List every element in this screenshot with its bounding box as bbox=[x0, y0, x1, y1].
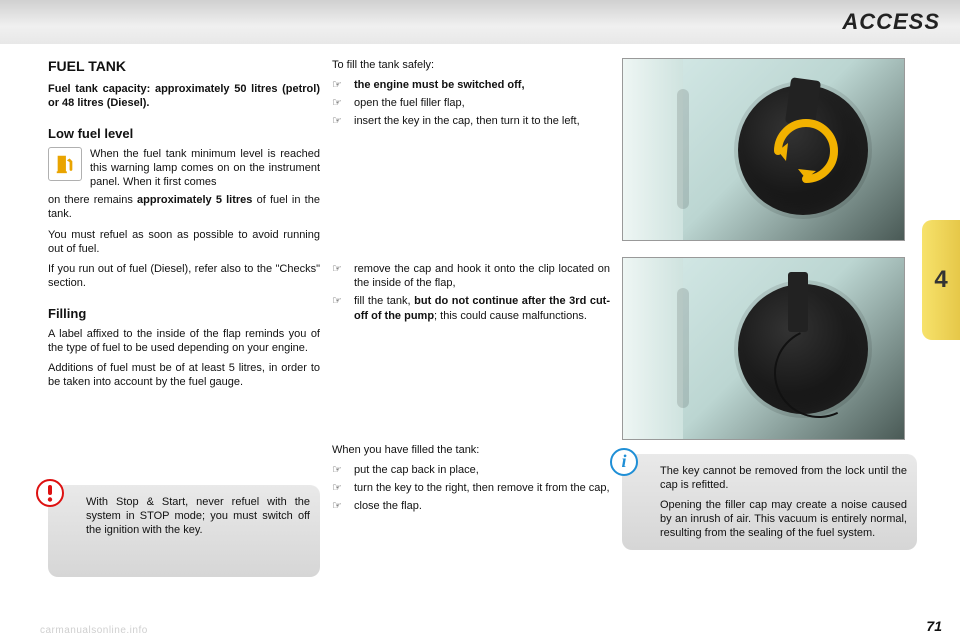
step-remove-cap-text: remove the cap and hook it onto the clip… bbox=[354, 262, 610, 290]
photo-flap bbox=[623, 59, 683, 241]
info-text-2: Opening the filler cap may create a nois… bbox=[660, 498, 907, 540]
page-number: 71 bbox=[926, 618, 942, 634]
photo-flap bbox=[623, 258, 683, 440]
info-text-1: The key cannot be removed from the lock … bbox=[660, 464, 907, 492]
pointer-icon: ☞ bbox=[332, 294, 344, 322]
pointer-icon: ☞ bbox=[332, 96, 344, 110]
low-fuel-text-4: If you run out of fuel (Diesel), refer a… bbox=[48, 262, 320, 290]
low-fuel-text-2: on there remains approximately 5 litres … bbox=[48, 193, 320, 221]
watermark: carmanualsonline.info bbox=[40, 625, 148, 636]
page-root: ACCESS 4 FUEL TANK Fuel tank capacity: a… bbox=[0, 0, 960, 640]
step-remove-cap: ☞ remove the cap and hook it onto the cl… bbox=[332, 262, 610, 290]
step-cap-back-text: put the cap back in place, bbox=[354, 463, 610, 477]
section-heading-fuel-tank: FUEL TANK bbox=[48, 58, 320, 74]
step-cap-back: ☞ put the cap back in place, bbox=[332, 463, 610, 477]
step-fill-c: ; this could cause malfunctions. bbox=[434, 310, 587, 322]
photo-cap-hook bbox=[622, 257, 905, 440]
fill-intro: To fill the tank safely: bbox=[332, 58, 610, 72]
info-box-wrap: i The key cannot be removed from the loc… bbox=[622, 454, 917, 550]
pointer-icon: ☞ bbox=[332, 78, 344, 92]
header-title: ACCESS bbox=[842, 9, 940, 35]
low-fuel-icon-row: When the fuel tank minimum level is reac… bbox=[48, 147, 320, 189]
step-fill-a: fill the tank, bbox=[354, 295, 414, 307]
warning-text: With Stop & Start, never refuel with the… bbox=[86, 496, 310, 536]
fill-steps-top: ☞ the engine must be switched off, ☞ ope… bbox=[332, 78, 610, 128]
subheading-low-fuel: Low fuel level bbox=[48, 126, 320, 141]
low-fuel-text-2a: on there remains bbox=[48, 194, 137, 206]
low-fuel-text-1: When the fuel tank minimum level is reac… bbox=[90, 147, 320, 189]
fuel-capacity-text: Fuel tank capacity: approximately 50 lit… bbox=[48, 82, 320, 110]
step-turn-key: ☞ turn the key to the right, then remove… bbox=[332, 481, 610, 495]
step-engine-off-text: the engine must be switched off, bbox=[354, 78, 610, 92]
step-open-flap-text: open the fuel filler flap, bbox=[354, 96, 610, 110]
step-engine-off: ☞ the engine must be switched off, bbox=[332, 78, 610, 92]
fill-steps-mid: ☞ remove the cap and hook it onto the cl… bbox=[332, 262, 610, 322]
warning-box: With Stop & Start, never refuel with the… bbox=[48, 485, 320, 577]
step-turn-key-text: turn the key to the right, then remove i… bbox=[354, 481, 610, 495]
subheading-filling: Filling bbox=[48, 306, 320, 321]
low-fuel-text-3: You must refuel as soon as possible to a… bbox=[48, 228, 320, 256]
header-bar: ACCESS bbox=[0, 0, 960, 44]
photo-cap-turn bbox=[622, 58, 905, 241]
step-close-flap-text: close the flap. bbox=[354, 499, 610, 513]
chapter-number: 4 bbox=[934, 266, 947, 294]
column-right: i The key cannot be removed from the loc… bbox=[622, 58, 917, 550]
step-fill-tank: ☞ fill the tank, but do not continue aft… bbox=[332, 294, 610, 322]
info-box: i The key cannot be removed from the loc… bbox=[622, 454, 917, 550]
warning-icon bbox=[36, 479, 64, 507]
column-middle: To fill the tank safely: ☞ the engine mu… bbox=[332, 58, 610, 517]
pointer-icon: ☞ bbox=[332, 499, 344, 513]
fuel-pump-icon bbox=[48, 147, 82, 181]
turn-arrow-icon bbox=[758, 103, 854, 199]
photo-key bbox=[788, 272, 808, 332]
pointer-icon: ☞ bbox=[332, 114, 344, 128]
step-open-flap: ☞ open the fuel filler flap, bbox=[332, 96, 610, 110]
chapter-tab: 4 bbox=[922, 220, 960, 340]
spacer bbox=[332, 132, 610, 262]
pointer-icon: ☞ bbox=[332, 463, 344, 477]
step-insert-key-text: insert the key in the cap, then turn it … bbox=[354, 114, 610, 128]
column-left: FUEL TANK Fuel tank capacity: approximat… bbox=[48, 58, 320, 577]
spacer bbox=[332, 327, 610, 443]
filling-text-2: Additions of fuel must be of at least 5 … bbox=[48, 361, 320, 389]
info-icon: i bbox=[610, 448, 638, 476]
filling-text-1: A label affixed to the inside of the fla… bbox=[48, 327, 320, 355]
pointer-icon: ☞ bbox=[332, 262, 344, 290]
pointer-icon: ☞ bbox=[332, 481, 344, 495]
step-fill-tank-text: fill the tank, but do not continue after… bbox=[354, 294, 610, 322]
filled-outro: When you have filled the tank: bbox=[332, 443, 610, 457]
low-fuel-text-2b: approximately 5 litres bbox=[137, 194, 252, 206]
filled-steps: ☞ put the cap back in place, ☞ turn the … bbox=[332, 463, 610, 513]
step-insert-key: ☞ insert the key in the cap, then turn i… bbox=[332, 114, 610, 128]
step-close-flap: ☞ close the flap. bbox=[332, 499, 610, 513]
